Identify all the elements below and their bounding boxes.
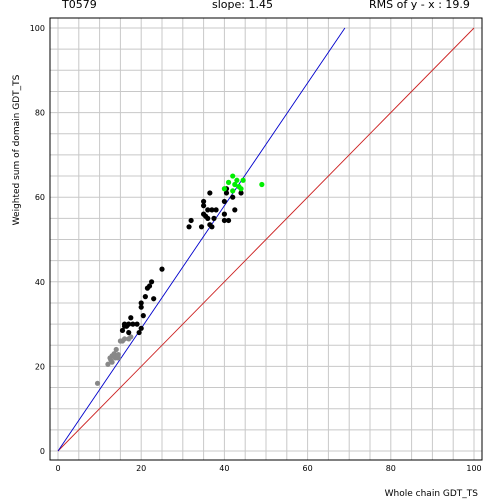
rms-readout: RMS of y - x : 19.9 xyxy=(369,0,470,11)
data-point xyxy=(188,217,194,224)
data-point xyxy=(126,329,132,336)
data-point xyxy=(121,336,128,342)
y-tick-label: 0 xyxy=(40,447,45,456)
data-point xyxy=(225,179,232,185)
y-tick-label: 20 xyxy=(35,362,45,371)
y-tick-label: 100 xyxy=(30,24,45,33)
data-point xyxy=(232,207,238,213)
data-point xyxy=(207,190,213,196)
identity-line xyxy=(57,27,475,452)
data-point xyxy=(223,190,230,196)
x-tick-label: 0 xyxy=(55,464,60,473)
y-tick-label: 40 xyxy=(35,278,45,287)
fit-line xyxy=(57,27,346,452)
data-point xyxy=(119,327,126,334)
data-point xyxy=(136,329,142,336)
data-point xyxy=(138,300,144,306)
data-point xyxy=(134,321,140,327)
data-point xyxy=(201,198,207,205)
data-point xyxy=(138,325,144,331)
x-tick-label: 40 xyxy=(219,464,229,473)
data-points xyxy=(94,173,265,386)
data-point xyxy=(240,177,246,183)
x-tick-label: 20 xyxy=(136,464,146,473)
data-point xyxy=(128,315,134,321)
y-axis-label: Weighted sum of domain GDT_TS xyxy=(12,74,22,225)
x-axis-label: Whole chain GDT_TS xyxy=(385,489,479,499)
data-point xyxy=(221,211,227,217)
data-point xyxy=(221,198,227,205)
x-tick-label: 60 xyxy=(303,464,313,473)
data-point xyxy=(230,194,236,200)
plot-border xyxy=(49,17,483,461)
data-point xyxy=(211,215,217,221)
data-point xyxy=(115,351,121,358)
y-tick-label: 80 xyxy=(35,109,45,118)
data-point xyxy=(159,266,165,272)
data-point xyxy=(105,361,111,367)
data-point xyxy=(109,359,115,365)
data-point xyxy=(238,190,244,196)
data-point xyxy=(209,207,215,213)
data-point xyxy=(230,188,236,194)
data-point xyxy=(221,186,227,192)
data-point xyxy=(225,217,232,224)
data-point xyxy=(111,351,117,357)
data-point xyxy=(94,380,101,386)
data-point xyxy=(230,173,236,179)
data-point xyxy=(186,224,192,230)
data-point xyxy=(205,215,211,221)
data-point xyxy=(198,224,205,230)
data-point xyxy=(138,304,144,310)
x-tick-label: 80 xyxy=(386,464,396,473)
data-point xyxy=(205,207,211,213)
data-point xyxy=(232,181,238,188)
data-point xyxy=(146,283,153,289)
axis-ticks: 0 20 40 60 80 100 0 20 40 60 80 100 xyxy=(30,24,482,473)
data-point xyxy=(113,346,119,353)
target-id: T0579 xyxy=(62,0,97,11)
data-point xyxy=(140,313,146,319)
data-point xyxy=(151,296,157,302)
data-point xyxy=(130,321,136,327)
data-point xyxy=(213,207,219,213)
data-point xyxy=(126,321,132,327)
slope-readout: slope: 1.45 xyxy=(212,0,273,11)
data-point xyxy=(209,224,215,230)
data-point xyxy=(128,334,134,340)
data-point xyxy=(234,177,240,183)
data-point xyxy=(149,279,155,285)
data-point xyxy=(201,203,207,209)
data-point xyxy=(259,181,265,188)
data-point xyxy=(221,217,227,224)
data-point xyxy=(238,186,244,192)
x-tick-label: 100 xyxy=(466,464,481,473)
y-tick-label: 60 xyxy=(35,193,45,202)
data-point xyxy=(142,294,148,300)
